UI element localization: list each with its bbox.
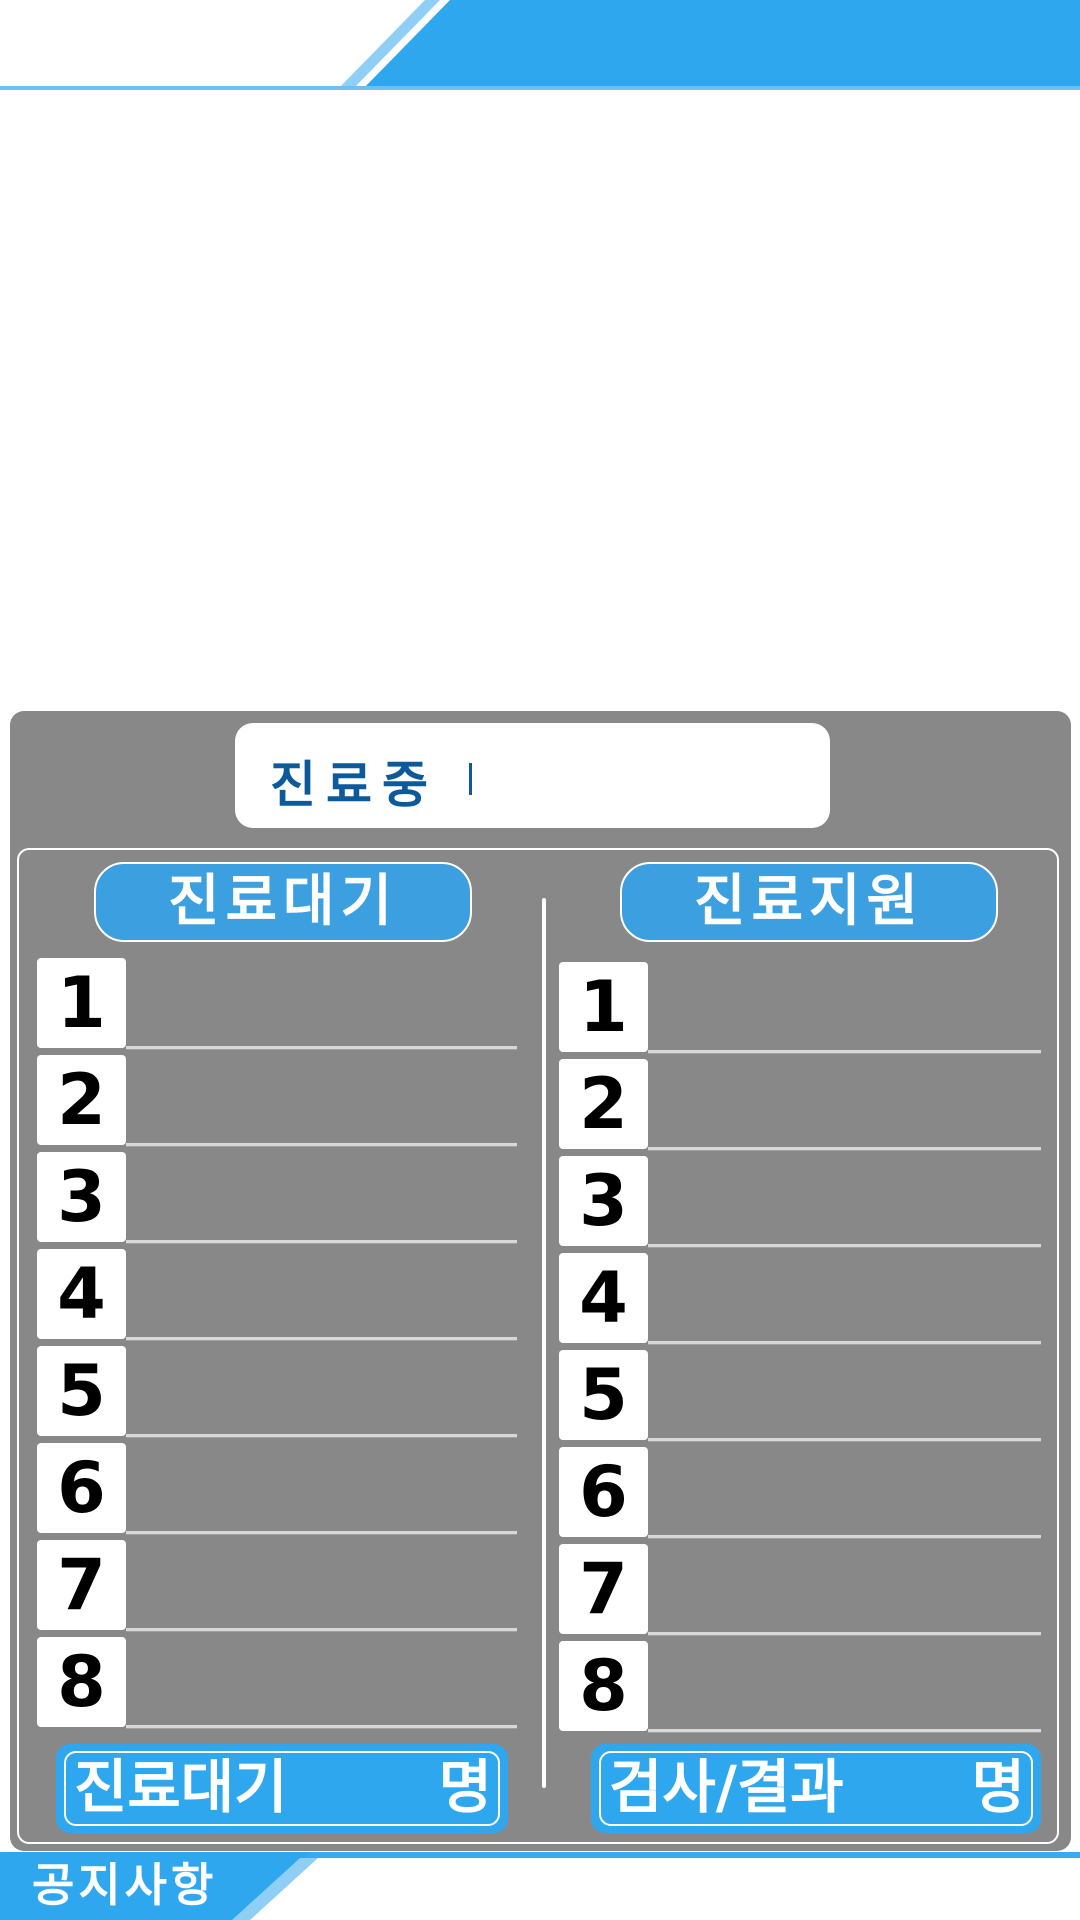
list-item: 2 <box>559 1059 1041 1156</box>
name-line <box>126 1046 517 1050</box>
name-line <box>648 1341 1041 1345</box>
list-item: 1 <box>559 962 1041 1059</box>
queue-number: 1 <box>37 958 126 1048</box>
list-item: 8 <box>559 1641 1041 1738</box>
queue-number: 2 <box>559 1059 648 1149</box>
top-banner <box>0 0 1080 92</box>
waiting-count-unit: 명 <box>438 1753 492 1821</box>
queue-number: 7 <box>37 1540 126 1630</box>
queue-number: 6 <box>37 1443 126 1533</box>
list-item: 5 <box>37 1346 517 1443</box>
exam-count-unit: 명 <box>971 1753 1025 1821</box>
list-item: 8 <box>37 1637 517 1734</box>
list-item: 6 <box>37 1443 517 1540</box>
queue-number: 8 <box>37 1637 126 1727</box>
list-item: 4 <box>559 1253 1041 1350</box>
queue-number: 2 <box>37 1055 126 1145</box>
list-item: 3 <box>37 1152 517 1249</box>
queue-number: 4 <box>37 1249 126 1339</box>
waiting-column-header: 진료대기 <box>94 862 472 942</box>
waiting-count-label: 진료대기 <box>74 1753 288 1821</box>
name-line <box>648 1632 1041 1636</box>
support-list: 1 2 3 4 5 6 7 8 <box>559 962 1041 1738</box>
name-line <box>126 1725 517 1729</box>
list-item: 3 <box>559 1156 1041 1253</box>
now-treating-box <box>235 723 830 828</box>
name-line <box>648 1729 1041 1733</box>
notice-bar <box>0 1852 1080 1920</box>
list-item: 7 <box>559 1544 1041 1641</box>
queue-number: 3 <box>37 1152 126 1242</box>
count-box-border <box>599 1751 1033 1826</box>
list-item: 2 <box>37 1055 517 1152</box>
waiting-list: 1 2 3 4 5 6 7 8 <box>37 958 517 1734</box>
exam-count-box: 검사/결과 명 <box>591 1744 1041 1833</box>
support-column-header: 진료지원 <box>620 862 998 942</box>
now-treating-label: 진료중 <box>270 756 438 814</box>
queue-number: 7 <box>559 1544 648 1634</box>
list-item: 5 <box>559 1350 1041 1447</box>
name-line <box>126 1143 517 1147</box>
list-item: 6 <box>559 1447 1041 1544</box>
queue-number: 3 <box>559 1156 648 1246</box>
name-line <box>648 1147 1041 1151</box>
list-item: 1 <box>37 958 517 1055</box>
name-line <box>126 1240 517 1244</box>
queue-number: 5 <box>37 1346 126 1436</box>
exam-count-label: 검사/결과 <box>609 1753 844 1821</box>
name-line <box>648 1050 1041 1054</box>
list-item: 7 <box>37 1540 517 1637</box>
queue-number: 6 <box>559 1447 648 1537</box>
name-line <box>126 1531 517 1535</box>
notice-label: 공지사항 <box>32 1858 218 1912</box>
column-divider <box>542 898 546 1788</box>
count-box-border <box>64 1751 500 1826</box>
name-line <box>648 1438 1041 1442</box>
queue-number: 8 <box>559 1641 648 1731</box>
name-line <box>126 1434 517 1438</box>
name-line <box>126 1337 517 1341</box>
queue-number: 4 <box>559 1253 648 1343</box>
name-line <box>126 1628 517 1632</box>
name-line <box>648 1244 1041 1248</box>
list-item: 4 <box>37 1249 517 1346</box>
text-cursor <box>469 763 472 795</box>
waiting-count-box: 진료대기 명 <box>56 1744 508 1833</box>
queue-number: 5 <box>559 1350 648 1440</box>
name-line <box>648 1535 1041 1539</box>
queue-frame <box>17 848 1059 1844</box>
queue-number: 1 <box>559 962 648 1052</box>
